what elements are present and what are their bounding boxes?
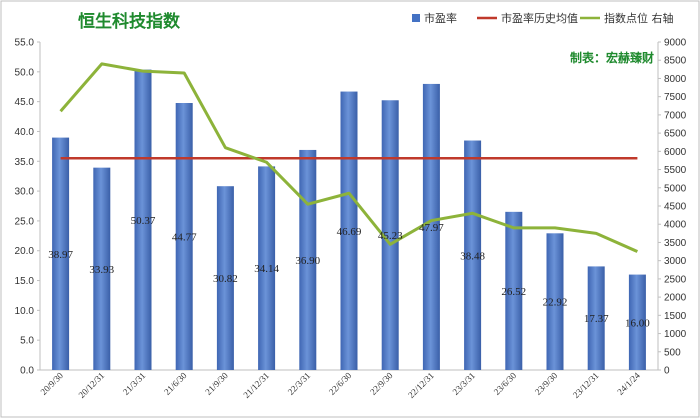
right-tick-label: 7000 [664,110,687,121]
bar-pe [464,140,482,370]
data-label-pe: 33.93 [89,264,114,276]
bar-pe [505,211,523,370]
maker-label: 制表：宏赫臻财 [570,50,654,65]
right-tick-label: 6000 [664,147,687,158]
right-tick-label: 2000 [664,293,687,304]
bar-pe [381,100,399,371]
chart-title: 恒生科技指数 [78,11,181,32]
right-tick-label: 8000 [664,74,687,85]
data-label-pe: 47.97 [419,222,444,234]
right-tick-label: 5500 [664,165,687,176]
line-index [59,62,639,253]
right-tick-label: 6500 [664,129,687,140]
data-label-pe: 17.37 [584,313,609,325]
bar-pe [175,103,193,371]
bar-pe [628,274,646,370]
right-tick-label: 9000 [664,38,687,49]
right-tick-label: 4000 [664,220,687,231]
data-label-pe: 50.37 [131,215,156,227]
bar-pe [93,167,111,370]
legend-item-pe: 市盈率 [412,11,457,25]
bar-pe [587,266,605,370]
left-tick-label: 45.0 [15,97,35,108]
legend-label-index: 指数点位 右轴 [604,11,674,25]
legend-item-pe-mean: 市盈率历史均值 [477,11,578,25]
data-label-pe: 45.23 [378,230,403,242]
bar-pe [258,166,276,370]
data-label-pe: 34.14 [254,263,279,275]
right-tick-label: 3500 [664,238,687,249]
left-tick-label: 55.0 [15,38,35,49]
right-tick-label: 8500 [664,56,687,67]
right-tick-label: 5000 [664,183,687,194]
data-label-pe: 38.48 [460,250,485,262]
bar-pe [216,186,234,370]
right-tick-label: 7500 [664,92,687,103]
left-tick-label: 20.0 [15,246,35,257]
right-tick-label: 500 [664,347,681,358]
bar-pe [299,149,317,370]
data-label-pe: 46.69 [337,226,362,238]
legend-label-pe-mean: 市盈率历史均值 [501,11,578,25]
left-tick-label: 30.0 [15,187,35,198]
data-label-pe: 16.00 [625,317,650,329]
data-label-pe: 26.52 [501,286,526,298]
bar-pe [546,233,564,370]
right-tick-label: 2500 [664,274,687,285]
data-label-pe: 22.92 [543,297,568,309]
legend-swatch-pe [412,14,420,22]
right-tick-label: 3000 [664,256,687,267]
legend-label-pe: 市盈率 [424,11,457,25]
legend: 市盈率 市盈率历史均值 指数点位 右轴 [412,11,674,25]
bar-pe [52,137,70,370]
right-tick-label: 1000 [664,329,687,340]
left-tick-label: 5.0 [20,336,34,347]
left-tick-label: 40.0 [15,127,35,138]
left-tick-label: 50.0 [15,67,35,78]
data-label-pe: 36.90 [295,255,320,267]
bar-pe [340,91,358,371]
data-label-pe: 30.82 [213,273,238,285]
data-label-pe: 44.77 [172,232,197,244]
left-tick-label: 15.0 [15,276,35,287]
right-tick-label: 0 [664,366,670,377]
left-tick-label: 0.0 [20,366,34,377]
left-tick-label: 10.0 [15,306,35,317]
bar-pe [134,69,152,370]
right-tick-label: 4500 [664,202,687,213]
left-tick-label: 25.0 [15,216,35,227]
left-tick-label: 35.0 [15,157,35,168]
bar-pe [422,83,440,370]
right-tick-label: 1500 [664,311,687,322]
data-label-pe: 38.97 [48,249,73,261]
legend-item-index: 指数点位 右轴 [580,11,674,25]
